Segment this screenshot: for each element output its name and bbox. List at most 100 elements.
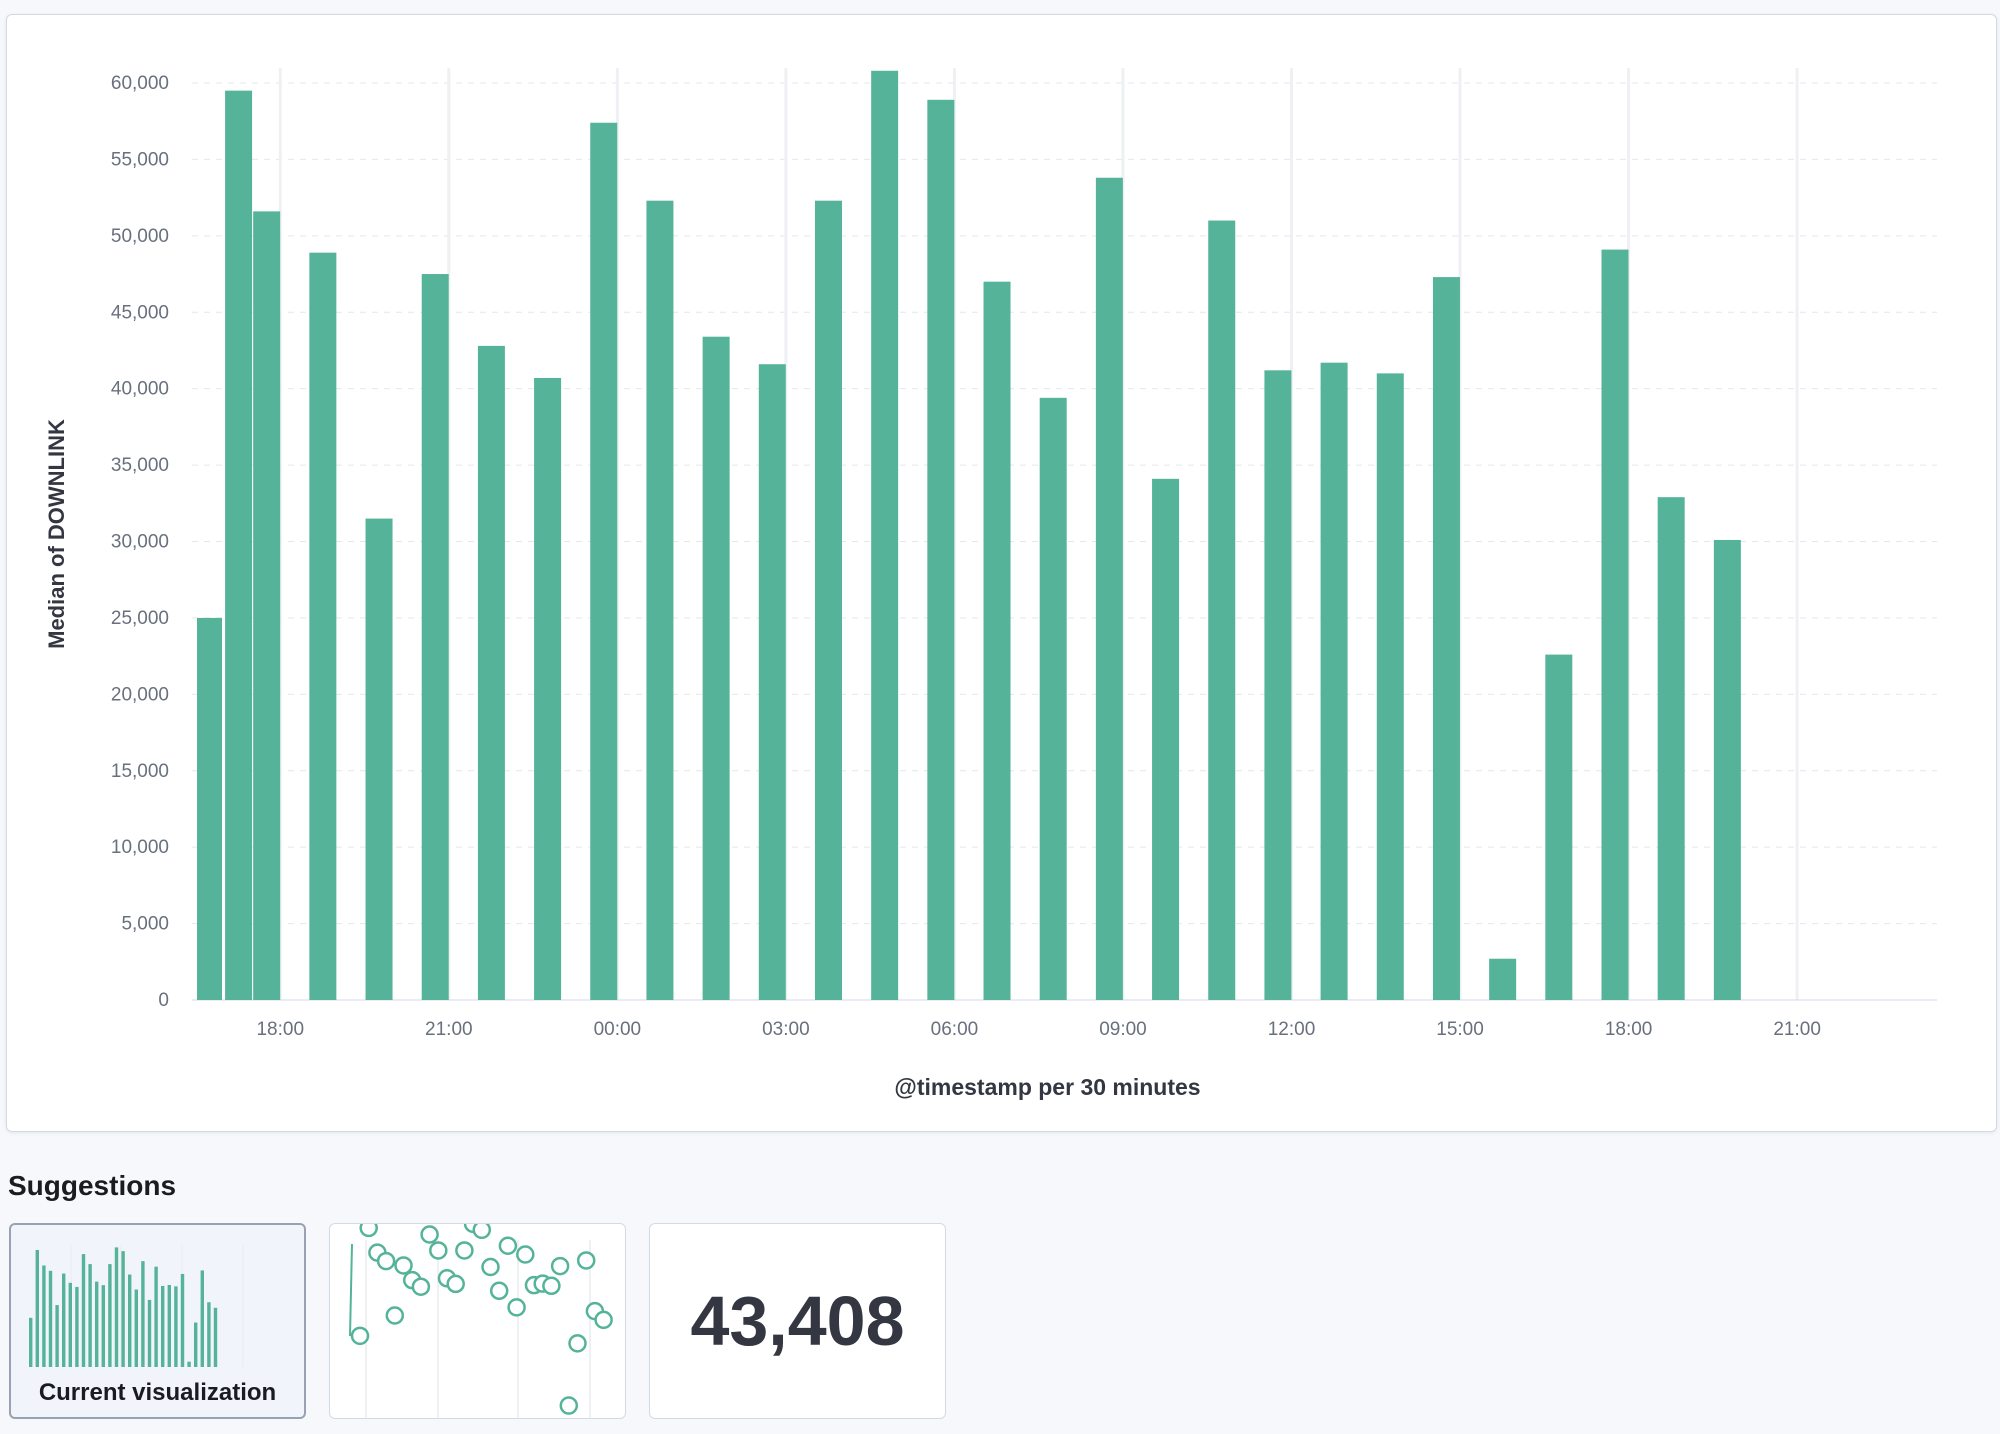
- thumb-bar: [62, 1273, 66, 1367]
- bar[interactable]: [477, 345, 505, 1001]
- thumb-bar: [114, 1247, 119, 1367]
- thumb-bar: [48, 1270, 53, 1367]
- thumb-bar: [55, 1305, 59, 1367]
- bar[interactable]: [197, 617, 222, 1000]
- thumb-bar: [200, 1270, 204, 1367]
- bar[interactable]: [1264, 370, 1292, 1000]
- x-tick-label: 18:00: [256, 1019, 304, 1040]
- thumb-bar: [42, 1265, 46, 1367]
- suggestion-current-visualization[interactable]: Current visualization: [9, 1223, 306, 1419]
- thumb-bar: [161, 1285, 165, 1367]
- thumb-dot: [594, 1310, 613, 1330]
- x-tick-label: 00:00: [594, 1019, 642, 1040]
- thumb-bar: [81, 1254, 86, 1367]
- bar[interactable]: [1320, 362, 1348, 1000]
- thumb-dot: [350, 1326, 370, 1346]
- bar[interactable]: [702, 336, 730, 1000]
- chart-panel: 0 5,000 10,000 15,000 20,000 25,000 30,000 35,0…: [6, 14, 1997, 1132]
- bar[interactable]: [1376, 373, 1404, 1001]
- x-tick-label: 21:00: [1773, 1019, 1821, 1040]
- y-tick-label: 35,000: [111, 455, 169, 476]
- thumb-dot: [507, 1298, 526, 1317]
- thumb-dot: [429, 1241, 448, 1260]
- y-axis-title: Median of DOWNLINK: [44, 419, 69, 649]
- bar[interactable]: [1039, 397, 1067, 1000]
- thumb-dot: [559, 1396, 579, 1415]
- thumb-dot: [385, 1306, 405, 1325]
- thumb-bar: [108, 1264, 112, 1367]
- y-tick-label: 45,000: [111, 302, 169, 323]
- bar-thumbnail: [29, 1245, 244, 1367]
- y-tick-label: 40,000: [111, 379, 169, 400]
- thumb-dot: [455, 1241, 474, 1260]
- thumb-dot: [481, 1257, 500, 1277]
- x-tick-label: 03:00: [762, 1019, 810, 1040]
- thumb-dot: [376, 1251, 396, 1271]
- bar[interactable]: [758, 364, 786, 1000]
- bar[interactable]: [1095, 177, 1123, 1001]
- thumb-bar: [88, 1264, 92, 1367]
- thumb-bar: [174, 1286, 178, 1367]
- bar[interactable]: [225, 90, 253, 1001]
- thumb-bar: [207, 1302, 211, 1367]
- y-tick-label: 55,000: [111, 149, 169, 170]
- y-tick-label: 50,000: [111, 226, 169, 247]
- thumb-bar: [141, 1261, 145, 1367]
- bar-chart[interactable]: 0 5,000 10,000 15,000 20,000 25,000 30,000 35,0…: [7, 15, 1996, 1131]
- bar[interactable]: [646, 200, 674, 1001]
- thumb-dot: [550, 1256, 570, 1276]
- x-tick-label: 18:00: [1605, 1019, 1653, 1040]
- bar[interactable]: [1208, 220, 1236, 1001]
- y-tick-label: 30,000: [111, 532, 169, 553]
- y-tick-label: 20,000: [111, 684, 169, 705]
- thumb-bar: [75, 1286, 79, 1367]
- bar[interactable]: [871, 70, 899, 1001]
- bar[interactable]: [1713, 539, 1741, 1000]
- bar[interactable]: [1489, 958, 1517, 1000]
- thumb-bar: [128, 1274, 132, 1367]
- suggestion-label: Current visualization: [38, 1379, 277, 1406]
- thumb-dot: [411, 1277, 431, 1296]
- bar[interactable]: [534, 377, 562, 1000]
- thumb-dot: [446, 1274, 465, 1294]
- bar[interactable]: [590, 122, 618, 1000]
- bar[interactable]: [814, 200, 842, 1001]
- bar[interactable]: [309, 252, 337, 1000]
- thumb-dot: [489, 1281, 509, 1301]
- suggestions-heading: Suggestions: [8, 1170, 177, 1201]
- bar[interactable]: [1432, 277, 1460, 1000]
- y-tick-label: 10,000: [111, 837, 169, 858]
- thumb-line: [349, 1243, 353, 1337]
- suggestion-line-chart[interactable]: [329, 1223, 626, 1419]
- thumb-bar: [35, 1249, 39, 1367]
- x-tick-label: 21:00: [425, 1019, 473, 1040]
- thumb-bar: [121, 1251, 125, 1367]
- bar[interactable]: [1152, 478, 1180, 1000]
- thumb-bar: [95, 1281, 99, 1367]
- thumb-dot: [516, 1245, 535, 1264]
- thumb-dot: [498, 1236, 518, 1256]
- bar[interactable]: [1657, 497, 1685, 1000]
- bar[interactable]: [1601, 249, 1629, 1001]
- thumb-bar: [180, 1273, 185, 1367]
- thumb-bar: [167, 1284, 171, 1367]
- thumb-dot: [394, 1256, 413, 1275]
- bar[interactable]: [1545, 654, 1573, 1000]
- y-tick-label: 0: [158, 990, 169, 1011]
- x-tick-label: 12:00: [1268, 1019, 1316, 1040]
- thumb-dot: [472, 1224, 492, 1240]
- bar[interactable]: [927, 99, 955, 1001]
- bar[interactable]: [421, 274, 449, 1001]
- thumb-dot: [359, 1224, 378, 1238]
- bar[interactable]: [365, 518, 393, 1000]
- thumb-bar: [194, 1322, 198, 1367]
- thumb-bar: [213, 1307, 218, 1367]
- metric-value: 43,408: [690, 1282, 905, 1360]
- y-tick-label: 25,000: [111, 608, 169, 629]
- thumb-bar: [187, 1361, 191, 1367]
- suggestion-metric[interactable]: 43,408: [649, 1223, 946, 1419]
- bar[interactable]: [253, 211, 281, 1000]
- bar[interactable]: [983, 281, 1011, 1000]
- thumb-bar: [68, 1282, 72, 1367]
- thumb-dot: [420, 1225, 439, 1244]
